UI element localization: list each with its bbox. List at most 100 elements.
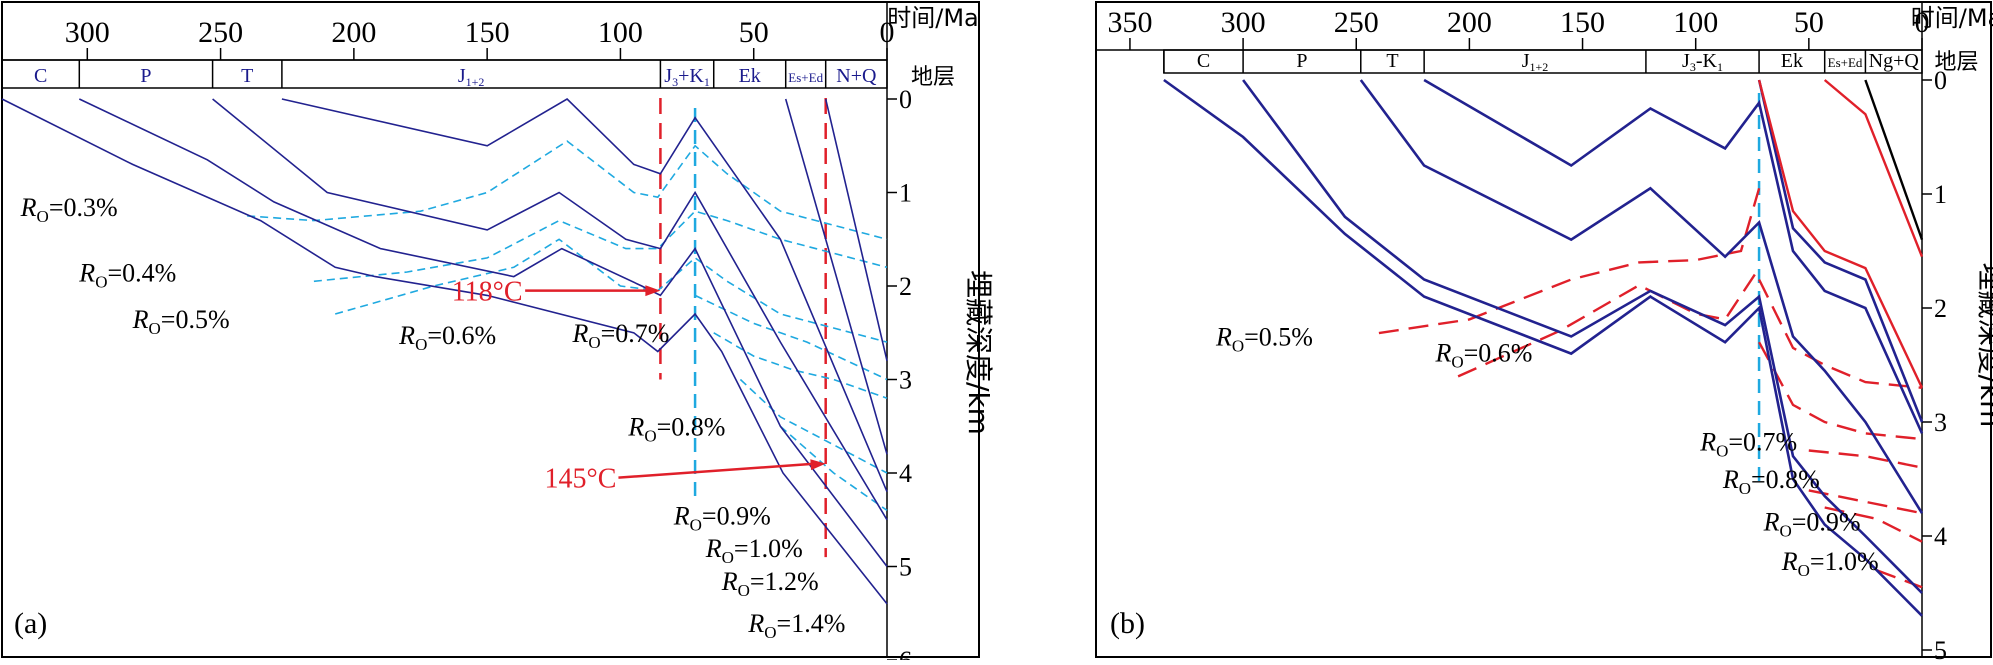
panel-b: 350300250200150100500时间/Ma地层CPTJ1+2J3-K1… [1095,1,1993,665]
strata-suffix: -K [1696,50,1718,72]
strata-label: N+Q [836,65,877,87]
strata-label: Es+Ed [1828,55,1863,70]
black-burial-curve [1864,79,1924,241]
panel-frame [1095,1,1992,658]
burial-curve [824,98,888,361]
ro-label: RO=0.6% [1434,339,1532,372]
ro-value: =0.8% [657,413,726,442]
strata-label: C [34,65,47,87]
ro-isoline [1758,341,1923,441]
ro-subscript: O [1232,337,1244,356]
ro-isoline [334,238,888,343]
ro-subscript: O [644,427,656,446]
ro-symbol: R [673,501,690,530]
ro-subscript: O [415,335,427,354]
burial-curve [1423,78,1924,434]
ro-subscript: O [95,272,107,291]
depth-tick-label: 4 [1934,522,1947,551]
strata-label: Ng+Q [1869,50,1920,72]
ro-value: =0.9% [1792,507,1861,536]
depth-axis-label: 埋藏深度/km [1974,263,1993,428]
burial-curve [212,98,888,521]
panel-frame [1,1,980,658]
ro-label: RO=1.2% [721,567,819,600]
strata-name: C [1197,50,1210,72]
depth-tick-label: 4 [899,459,912,488]
ro-value: =0.7% [1728,428,1797,457]
ro-symbol: R [1781,547,1798,576]
ro-isoline [739,378,888,474]
ro-isoline [1808,449,1923,469]
ro-symbol: R [721,567,738,596]
strata-label: C [1197,50,1210,72]
strata-name: T [1386,50,1398,72]
strata-name: J [664,65,672,87]
time-axis-label: 时间/Ma [887,4,979,32]
strata-sub2: 1 [704,75,710,89]
depth-tick-label: 3 [1934,408,1947,437]
strata-name: Ek [739,65,761,87]
ro-label: RO=0.7% [571,319,669,352]
depth-tick-label: 0 [1934,66,1947,95]
strata-name: Ek [1781,50,1803,72]
ro-label: RO=1.0% [705,534,803,567]
temperature-annotation: 118°C [452,277,523,308]
ro-label: RO=0.8% [627,413,725,446]
burial-curve [1163,78,1923,617]
ro-label: RO=0.3% [20,193,118,226]
ro-symbol: R [1722,465,1739,494]
strata-axis-label: 地层 [911,65,955,90]
strata-sub: 3 [1690,60,1696,74]
strata-label: Es+Ed [788,70,823,85]
time-tick-label: 100 [598,16,643,49]
panel-label: (b) [1110,607,1145,640]
strata-label: Ek [1781,50,1803,72]
ro-symbol: R [627,413,644,442]
ro-value: =0.7% [601,319,670,348]
ro-value: =1.4% [777,609,846,638]
time-tick-label: 100 [1673,6,1718,39]
ro-subscript: O [37,207,49,226]
strata-axis-label: 地层 [1934,50,1978,75]
strata-name: J [1522,50,1530,72]
annotation-arrow-head [810,459,826,471]
temperature-annotation: 145°C [545,464,617,495]
red-burial-curve [1823,79,1924,258]
ro-subscript: O [149,319,161,338]
time-tick-label: 200 [331,16,376,49]
depth-tick-label: 0 [899,85,912,114]
strata-sub: 3 [672,75,678,89]
ro-label: RO=1.0% [1781,547,1879,580]
ro-subscript: O [1739,479,1751,498]
burial-curve [1757,79,1924,423]
depth-tick-label: 1 [899,179,912,208]
ro-label: RO=0.9% [673,501,771,534]
strata-sub: 1+2 [1530,60,1549,74]
strata-name: J [1682,50,1690,72]
ro-subscript: O [722,548,734,567]
ro-isoline [1457,267,1761,378]
depth-tick-label: 2 [899,272,912,301]
ro-symbol: R [1763,507,1780,536]
time-tick-label: 50 [739,16,769,49]
ro-value: =0.3% [49,193,118,222]
strata-sub: 1+2 [466,75,485,89]
depth-tick-label: 5 [1934,636,1947,660]
strata-label: J1+2 [458,65,485,89]
strata-name: P [1296,50,1307,72]
strata-label: P [1296,50,1307,72]
strata-name: Es+Ed [1828,55,1863,70]
ro-value: =0.9% [702,501,771,530]
strata-name: T [241,65,253,87]
burial-curve [78,98,888,567]
ro-value: =0.6% [1464,339,1533,368]
depth-tick-label: 1 [1934,180,1947,209]
time-tick-label: 250 [198,16,243,49]
red-burial-curve [1757,79,1924,389]
ro-subscript: O [1716,442,1728,461]
ro-isoline [713,332,888,399]
ro-isoline [247,140,888,241]
